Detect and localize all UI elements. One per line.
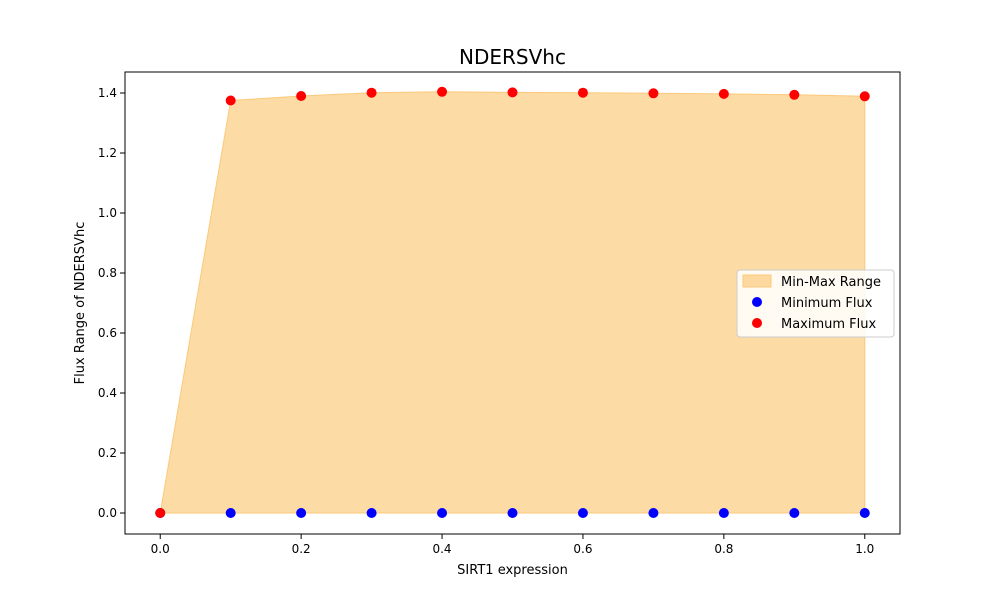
x-tick-label: 1.0 bbox=[855, 542, 874, 556]
y-tick-label: 1.0 bbox=[98, 206, 117, 220]
max-flux-point bbox=[577, 87, 588, 98]
min-flux-point bbox=[648, 508, 659, 518]
legend-box bbox=[736, 269, 895, 338]
legend-swatch-range bbox=[742, 274, 772, 288]
x-tick-label: 0.0 bbox=[151, 542, 170, 556]
y-tick-label: 0.0 bbox=[98, 506, 117, 520]
legend: Min-Max Range Minimum Flux Maximum Flux bbox=[736, 269, 895, 338]
x-tick-label: 0.2 bbox=[292, 542, 311, 556]
max-flux-point bbox=[507, 87, 518, 98]
min-flux-point bbox=[225, 508, 236, 518]
x-tick-label: 0.4 bbox=[432, 542, 451, 556]
legend-label-range: Min-Max Range bbox=[781, 275, 881, 290]
max-flux-point bbox=[155, 508, 166, 518]
legend-marker-min bbox=[752, 297, 762, 307]
max-flux-point bbox=[366, 87, 377, 98]
y-tick-label: 0.4 bbox=[98, 386, 117, 400]
max-flux-point bbox=[225, 95, 236, 106]
min-flux-point bbox=[577, 508, 588, 518]
x-axis-label: SIRT1 expression bbox=[457, 563, 568, 578]
legend-label-max: Maximum Flux bbox=[781, 317, 877, 332]
chart-title: NDERSVhc bbox=[459, 45, 566, 69]
legend-marker-max bbox=[752, 318, 762, 328]
y-tick-label: 0.2 bbox=[98, 446, 117, 460]
x-tick-label: 0.8 bbox=[714, 542, 733, 556]
min-flux-point bbox=[437, 508, 448, 518]
max-flux-point bbox=[648, 88, 659, 99]
min-flux-point bbox=[789, 508, 800, 518]
legend-label-min: Minimum Flux bbox=[781, 296, 873, 311]
y-tick-label: 1.2 bbox=[98, 146, 117, 160]
max-flux-point bbox=[859, 91, 870, 102]
y-tick-label: 1.4 bbox=[98, 86, 117, 100]
y-tick-label: 0.8 bbox=[98, 266, 117, 280]
max-flux-point bbox=[718, 88, 729, 99]
axis-ticks: 0.0 0.2 0.4 0.6 0.8 1.0 0.0 0.2 0.4 0.6 0.8 1.0 1.2 1… bbox=[98, 86, 874, 556]
min-flux-point bbox=[507, 508, 518, 518]
x-tick-label: 0.6 bbox=[573, 542, 592, 556]
plot-frame bbox=[124, 71, 901, 535]
min-flux-point bbox=[296, 508, 307, 518]
min-flux-point bbox=[366, 508, 377, 518]
max-flux-point bbox=[296, 91, 307, 101]
min-flux-point bbox=[718, 508, 729, 518]
y-axis-label: Flux Range of NDERSVhc bbox=[73, 222, 88, 385]
max-flux-point bbox=[437, 86, 448, 97]
min-flux-point bbox=[859, 508, 870, 518]
max-flux-point bbox=[789, 89, 800, 100]
y-tick-label: 0.6 bbox=[98, 326, 117, 340]
